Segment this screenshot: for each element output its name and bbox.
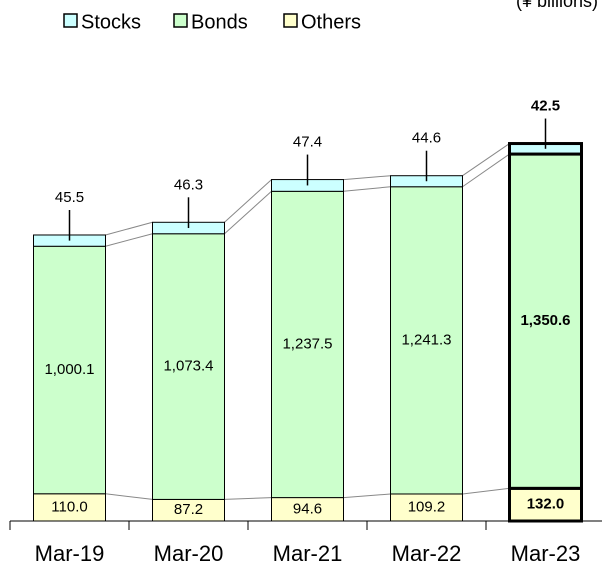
legend-label: Bonds (191, 11, 248, 33)
bar-segment (33, 493, 106, 522)
legend-label: Others (301, 11, 361, 33)
bar-segment (508, 486, 583, 523)
legend-swatch (173, 13, 188, 28)
connector-line (462, 487, 510, 495)
legend-label: Stocks (81, 11, 141, 33)
data-label: 109.2 (408, 498, 446, 515)
data-label: 1,073.4 (163, 358, 213, 375)
data-label: 45.5 (55, 189, 84, 206)
legend-swatch (283, 13, 298, 28)
unit-label: (¥ billions) (516, 0, 598, 11)
data-label: 1,237.5 (282, 335, 332, 352)
connector-line (224, 497, 272, 500)
connector-line (462, 143, 510, 177)
data-label: 94.6 (293, 500, 322, 517)
connector-line (224, 190, 272, 235)
connector-line (343, 493, 391, 499)
x-tick-label: Mar-20 (154, 541, 224, 566)
connector-line (105, 493, 153, 500)
bar-segment (390, 186, 463, 495)
data-label: 132.0 (527, 496, 565, 513)
connector-line (343, 186, 391, 192)
x-tick-label: Mar-19 (35, 541, 105, 566)
x-tick-label: Mar-23 (511, 541, 581, 566)
legend-swatch (63, 13, 78, 28)
connector-line (105, 233, 153, 247)
x-tick-label: Mar-21 (273, 541, 343, 566)
data-label: 44.6 (412, 130, 441, 147)
connector-line (343, 175, 391, 181)
connector-line (224, 179, 272, 223)
data-label: 87.2 (174, 501, 203, 518)
data-label: 1,350.6 (520, 312, 570, 329)
bar-segment (271, 190, 344, 499)
data-label: 46.3 (174, 176, 203, 193)
data-label: 110.0 (51, 498, 87, 515)
bar-segment (152, 233, 225, 500)
data-label: 1,000.1 (44, 361, 94, 378)
data-label: 42.5 (531, 98, 560, 115)
bar-segment (508, 152, 583, 490)
connector-line (462, 153, 510, 188)
data-label: 1,241.3 (401, 331, 451, 348)
bar-segment (390, 493, 463, 522)
x-tick-label: Mar-22 (392, 541, 462, 566)
connector-line (105, 221, 153, 236)
data-label: 47.4 (293, 134, 322, 151)
